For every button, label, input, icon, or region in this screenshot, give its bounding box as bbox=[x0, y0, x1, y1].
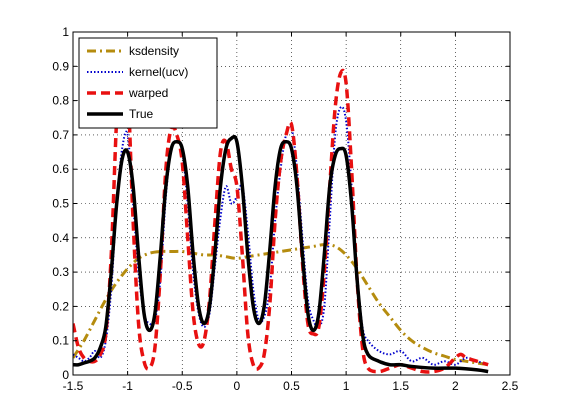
y-tick-label: 0 bbox=[62, 368, 69, 382]
legend-label: ksdensity bbox=[129, 44, 179, 58]
y-tick-label: 0.9 bbox=[52, 59, 69, 73]
x-tick-label: -0.5 bbox=[172, 379, 193, 393]
y-tick-label: 0.5 bbox=[52, 197, 69, 211]
y-tick-label: 1 bbox=[62, 25, 69, 39]
x-tick-label: 0.5 bbox=[283, 379, 300, 393]
series-line-true bbox=[73, 134, 489, 374]
x-tick-label: 1.5 bbox=[392, 379, 409, 393]
x-tick-label: -1.5 bbox=[63, 379, 84, 393]
x-tick-label: 1 bbox=[343, 379, 350, 393]
y-tick-label: 0.2 bbox=[52, 299, 69, 313]
y-tick-label: 0.4 bbox=[52, 231, 69, 245]
axis-ticks: -1.5 -1 -0.5 0 0.5 1 1.5 2 2.5 0 0.1 0.2 0.3 0.4 0.5 0.… bbox=[52, 25, 518, 393]
y-tick-label: 0.8 bbox=[52, 94, 69, 108]
legend-label: True bbox=[129, 107, 154, 121]
y-tick-label: 0.6 bbox=[52, 162, 69, 176]
x-tick-label: 2.5 bbox=[502, 379, 519, 393]
y-tick-label: 0.7 bbox=[52, 128, 69, 142]
series-lines bbox=[73, 36, 489, 374]
y-tick-label: 0.1 bbox=[52, 334, 69, 348]
x-tick-label: 2 bbox=[452, 379, 459, 393]
x-tick-label: 0 bbox=[234, 379, 241, 393]
legend: ksdensity kernel(ucv) warped True bbox=[78, 37, 218, 129]
y-tick-label: 0.3 bbox=[52, 265, 69, 279]
series-line-kernel-ucv bbox=[73, 105, 489, 366]
legend-label: warped bbox=[128, 86, 168, 100]
series-line-ksdensity bbox=[73, 243, 489, 367]
x-tick-label: -1 bbox=[122, 379, 133, 393]
legend-label: kernel(ucv) bbox=[129, 65, 188, 79]
